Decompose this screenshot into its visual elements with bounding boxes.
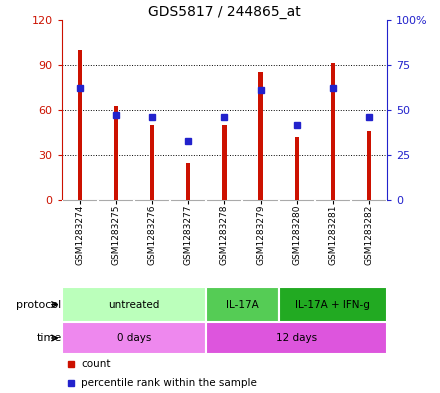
Text: protocol: protocol <box>16 299 62 310</box>
Bar <box>295 137 299 200</box>
Text: percentile rank within the sample: percentile rank within the sample <box>81 378 257 388</box>
Text: GSM1283275: GSM1283275 <box>111 205 121 265</box>
Text: IL-17A + IFN-g: IL-17A + IFN-g <box>296 299 370 310</box>
Text: 12 days: 12 days <box>276 333 317 343</box>
Text: GSM1283278: GSM1283278 <box>220 205 229 265</box>
Title: GDS5817 / 244865_at: GDS5817 / 244865_at <box>148 5 301 18</box>
Text: GSM1283282: GSM1283282 <box>365 205 374 265</box>
Text: GSM1283281: GSM1283281 <box>328 205 337 265</box>
Bar <box>62 322 206 354</box>
Bar <box>62 287 206 322</box>
Bar <box>77 50 82 200</box>
Text: GSM1283274: GSM1283274 <box>75 205 84 265</box>
Bar <box>186 163 191 200</box>
Bar <box>206 287 279 322</box>
Text: GSM1283279: GSM1283279 <box>256 205 265 265</box>
Text: untreated: untreated <box>108 299 160 310</box>
Bar <box>150 125 154 200</box>
Text: IL-17A: IL-17A <box>226 299 259 310</box>
Text: count: count <box>81 358 110 369</box>
Bar <box>279 287 387 322</box>
Bar <box>206 322 387 354</box>
Text: GSM1283280: GSM1283280 <box>292 205 301 265</box>
Text: GSM1283276: GSM1283276 <box>147 205 157 265</box>
Bar <box>258 72 263 200</box>
Text: GSM1283277: GSM1283277 <box>184 205 193 265</box>
Text: 0 days: 0 days <box>117 333 151 343</box>
Bar <box>114 105 118 200</box>
Bar <box>367 131 371 200</box>
Bar <box>331 63 335 200</box>
Bar <box>222 125 227 200</box>
Text: time: time <box>37 333 62 343</box>
